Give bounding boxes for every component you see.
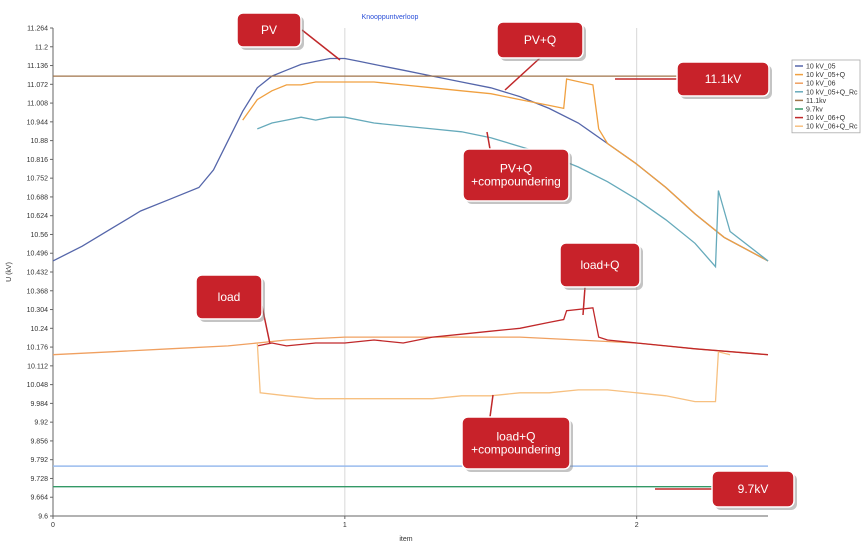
callout-text: load: [218, 290, 241, 304]
axes: 9.69.6649.7289.7929.8569.929.98410.04810…: [27, 26, 768, 529]
callout-box: [496, 21, 584, 59]
legend-box: [791, 59, 861, 134]
y-tick-label: 10.304: [27, 307, 49, 314]
y-tick-label: 10.816: [27, 157, 49, 164]
callout-leader: [301, 29, 341, 61]
series-line-7: [256, 342, 731, 403]
y-axis-label: U (kV): [6, 262, 13, 282]
y-tick-label: 10.496: [27, 251, 49, 258]
legend-label: 10 kV_06: [806, 81, 836, 88]
y-tick-label: 11.2: [35, 44, 48, 51]
y-tick-label: 11.264: [27, 26, 48, 33]
y-tick-label: 10.368: [27, 288, 49, 295]
callout-leader: [504, 57, 541, 91]
callout-4: load: [195, 274, 271, 345]
callout-leader: [489, 394, 494, 418]
legend-label: 10 kV_05+Q_Rc: [806, 89, 858, 96]
callout-text: PV+Q: [524, 33, 556, 47]
callout-box: [195, 274, 263, 320]
callout-text: load+Q: [580, 258, 619, 272]
callout-text: PV: [261, 23, 277, 37]
callout-6: load+Q+compoundering: [461, 394, 573, 472]
y-tick-label: 10.88: [30, 138, 48, 145]
y-tick-label: 9.728: [30, 476, 48, 483]
y-tick-label: 10.048: [27, 382, 49, 389]
legend-label: 10 kV_06+Q_Rc: [806, 124, 858, 131]
x-tick-label: 1: [343, 522, 347, 529]
y-tick-label: 10.112: [27, 363, 48, 370]
callout-box: [711, 470, 795, 508]
chart-title: Knooppuntverloop: [362, 14, 419, 21]
series-line-3: [257, 116, 769, 269]
callout-text: +compoundering: [471, 443, 561, 457]
callout-1: PV+Q: [496, 21, 586, 91]
y-tick-label: 11.008: [27, 101, 48, 108]
callout-text: +compoundering: [471, 175, 561, 189]
callout-5: load+Q: [559, 242, 643, 316]
callout-text: load+Q: [496, 430, 535, 444]
y-tick-label: 9.984: [30, 401, 48, 408]
x-tick-label: 2: [635, 522, 639, 529]
series-lines: [52, 57, 769, 488]
legend-label: 10 kV_05+Q: [806, 72, 846, 79]
y-tick-label: 11.136: [27, 63, 48, 70]
y-tick-label: 10.432: [27, 270, 49, 277]
legend-label: 11.1kv: [806, 98, 827, 105]
y-tick-label: 9.664: [30, 495, 48, 502]
y-tick-label: 10.56: [30, 232, 48, 239]
callout-box: [676, 61, 770, 97]
callout-7: 9.7kV: [655, 470, 797, 510]
annotations: PVPV+Q11.1kVPV+Q+compounderingloadload+Q…: [195, 12, 797, 510]
callout-text: 9.7kV: [738, 482, 769, 496]
y-tick-label: 9.92: [34, 420, 48, 427]
callout-leader: [486, 131, 491, 150]
legend-label: 9.7kv: [806, 107, 823, 114]
callout-box: [461, 416, 571, 470]
callout-leader: [582, 286, 586, 316]
x-axis-label: item: [399, 536, 412, 543]
callout-3: PV+Q+compoundering: [462, 131, 572, 204]
callout-box: [559, 242, 641, 288]
legend-label: 10 kV_05: [806, 64, 836, 71]
y-tick-label: 10.944: [27, 119, 49, 126]
series-line-6: [257, 307, 769, 356]
y-tick-label: 11.072: [27, 82, 48, 89]
callout-text: PV+Q: [500, 162, 532, 176]
y-tick-label: 10.688: [27, 194, 49, 201]
callout-box: [462, 148, 570, 202]
legend-label: 10 kV_06+Q: [806, 115, 846, 122]
y-tick-label: 9.792: [30, 457, 48, 464]
series-line-0: [52, 57, 769, 262]
y-tick-label: 9.6: [38, 514, 48, 521]
y-tick-label: 10.624: [27, 213, 49, 220]
y-tick-label: 9.856: [30, 438, 48, 445]
y-tick-label: 10.176: [27, 345, 49, 352]
callout-0: PV: [236, 12, 341, 61]
callout-box: [236, 12, 302, 48]
callout-2: 11.1kV: [615, 61, 772, 99]
y-tick-label: 10.24: [30, 326, 48, 333]
y-tick-label: 10.752: [27, 176, 49, 183]
series-line-1: [242, 78, 769, 262]
callout-text: 11.1kV: [705, 72, 741, 86]
x-tick-label: 0: [51, 522, 55, 529]
